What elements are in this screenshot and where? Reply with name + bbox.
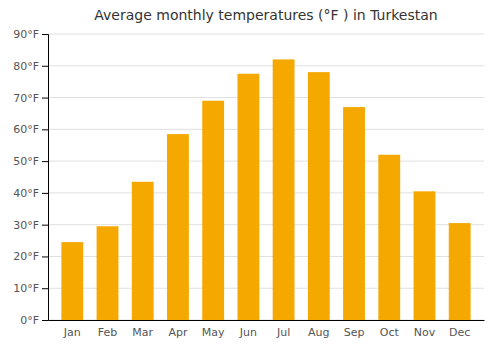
grid-line [48,97,484,98]
bars [61,59,470,320]
x-tick: Nov [414,326,436,339]
bar [97,226,119,320]
x-tick: Mar [132,326,153,339]
x-tick: Jun [239,326,257,339]
y-tick-mark [42,320,48,321]
x-tick: Oct [380,326,400,339]
y-tick: 80°F [13,60,48,73]
x-tick: Feb [98,326,117,339]
y-tick: 20°F [13,250,48,263]
bar [237,74,259,320]
y-tick-mark [42,129,48,130]
y-tick: 50°F [13,155,48,168]
bar [167,134,189,320]
y-tick-mark [42,288,48,289]
y-tick-mark [42,225,48,226]
x-tick-label: Apr [168,326,188,339]
x-tick-label: Dec [449,326,470,339]
y-axis: 0°F 10°F 20°F 30°F 40°F 50°F 60°F 70°F 80°F 90°F [13,28,48,327]
y-tick-mark [42,161,48,162]
y-tick-label: 10°F [13,282,39,295]
y-tick: 30°F [13,219,48,232]
bar [132,182,154,320]
bar [61,242,83,320]
bar [343,107,365,320]
y-tick-label: 50°F [13,155,39,168]
x-tick: Jul [276,326,290,339]
grid-line [48,65,484,66]
y-axis-line [42,35,49,321]
x-axis: Jan Feb Mar Apr May Jun Jul Aug Sep Oct Nov Dec [49,321,485,339]
y-tick-mark [42,34,48,35]
x-tick-label: Jan [63,326,81,339]
x-tick: Apr [168,326,188,339]
x-tick-label: Feb [98,326,117,339]
grid [48,34,484,320]
bar [378,155,400,320]
x-tick-label: Oct [380,326,400,339]
y-tick: 90°F [13,28,48,41]
x-tick: Aug [308,326,329,339]
y-tick: 60°F [13,123,48,136]
y-tick-mark [42,66,48,67]
x-tick-label: Sep [344,326,365,339]
y-tick-label: 0°F [20,314,39,327]
grid-line [48,161,484,162]
y-tick-mark [42,256,48,257]
bar [308,72,330,320]
bar [202,101,224,320]
x-tick: Jan [63,326,81,339]
y-tick-label: 60°F [13,123,39,136]
x-tick: Dec [449,326,470,339]
x-tick-label: Aug [308,326,329,339]
y-tick-label: 80°F [13,60,39,73]
title: Average monthly temperatures (°F ) in Tu… [94,7,437,23]
y-tick-label: 20°F [13,250,39,263]
y-tick-label: 70°F [13,92,39,105]
x-tick-label: Nov [414,326,436,339]
bar [273,59,295,320]
y-tick: 40°F [13,187,48,200]
x-tick-label: Mar [132,326,153,339]
x-tick-label: May [202,326,225,339]
y-tick: 70°F [13,92,48,105]
x-axis-line [49,320,485,321]
y-tick-label: 40°F [13,187,39,200]
chart: Jan Feb Mar Apr May Jun Jul Aug Sep Oct Nov Dec 0°F 1… [0,0,500,350]
grid-line [48,34,484,35]
grid-line [48,129,484,130]
plot-area: Jan Feb Mar Apr May Jun Jul Aug Sep Oct Nov Dec 0°F 1… [13,28,484,339]
y-tick-mark [42,193,48,194]
x-tick-label: Jul [276,326,290,339]
x-tick: Sep [344,326,365,339]
bar [449,223,471,320]
y-tick-label: 90°F [13,28,39,41]
x-tick: May [202,326,225,339]
y-tick: 0°F [20,314,48,327]
y-tick-label: 30°F [13,219,39,232]
x-tick-label: Jun [239,326,257,339]
y-tick: 10°F [13,282,48,295]
bar [414,191,436,320]
y-tick-mark [42,98,48,99]
